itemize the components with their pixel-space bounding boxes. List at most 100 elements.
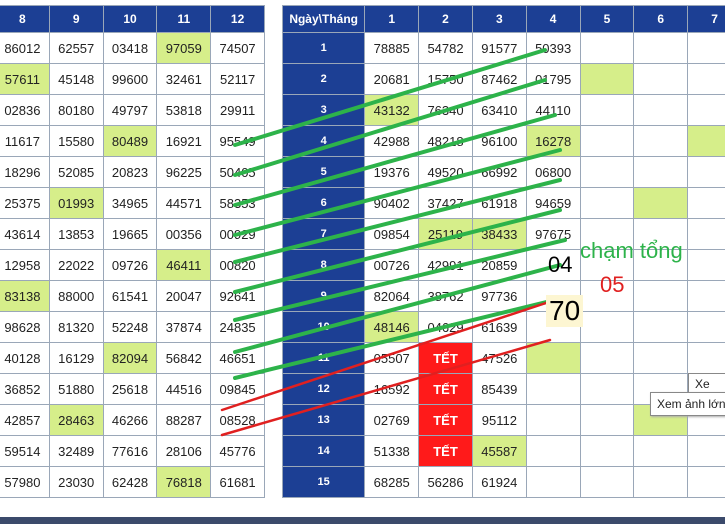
day-cell: 15 (281, 466, 366, 498)
result-cell: 51880 (48, 373, 104, 405)
result-cell: 76340 (418, 94, 473, 126)
result-cell: 16592 (364, 373, 420, 405)
result-cell: 08528 (210, 404, 265, 436)
result-cell: 13853 (48, 218, 104, 250)
tooltip-view-large: Xem ảnh lớn (650, 392, 725, 416)
result-cell (579, 249, 635, 281)
table-row: 98628 81320 52248 37874 24835 (0, 311, 265, 343)
result-cell (525, 404, 581, 436)
col-header: 4 (525, 5, 581, 33)
col-header: 2 (418, 5, 473, 33)
result-cell: 88287 (156, 404, 212, 436)
annotation-stroke (233, 148, 562, 237)
result-cell: 03418 (102, 32, 158, 64)
result-cell: 16129 (48, 342, 104, 374)
result-cell: 42857 (0, 404, 50, 436)
result-cell (687, 63, 725, 95)
result-cell (633, 342, 689, 374)
result-cell: 28106 (156, 435, 212, 467)
result-cell: 44110 (525, 94, 581, 126)
result-cell: 95112 (471, 404, 527, 436)
result-cell: 82094 (102, 342, 158, 374)
annotation-stroke (233, 208, 562, 294)
result-cell (687, 311, 725, 343)
table-row: 14 51338 TẾT 45587 (281, 435, 725, 467)
col-header: 12 (210, 5, 265, 33)
annotation-04: 04 (548, 252, 573, 277)
table-row: 4361413853196650035600929 (0, 218, 265, 250)
result-cell: 52248 (102, 311, 158, 343)
result-cell: 96225 (156, 156, 212, 188)
result-cell: 61541 (102, 280, 158, 312)
result-cell: 52085 (48, 156, 104, 188)
result-cell (525, 342, 581, 374)
col-header-day-month: Ngày\Tháng (281, 5, 366, 33)
annotation-stroke (220, 298, 557, 412)
annotation-stroke (233, 78, 547, 177)
table-row: 5 19376 49520 66992 06800 (281, 156, 725, 188)
result-cell: 01993 (48, 187, 104, 219)
col-header: 5 (579, 5, 635, 33)
result-cell: 83138 (0, 280, 50, 312)
result-cell: 01795 (525, 63, 581, 95)
col-header: 6 (633, 5, 689, 33)
result-cell (579, 342, 635, 374)
result-cell (687, 125, 725, 157)
result-cell: 62428 (102, 466, 158, 498)
result-cell: 97675 (525, 218, 581, 250)
result-cell: 62557 (48, 32, 104, 64)
result-cell: TẾT (418, 373, 473, 405)
result-cell: 47526 (471, 342, 527, 374)
col-header: 11 (156, 5, 212, 33)
result-cell (579, 466, 635, 498)
result-cell: 22022 (48, 249, 104, 281)
day-cell: 12 (281, 373, 366, 405)
result-cell: 50405 (210, 156, 265, 188)
result-cell: 18296 (0, 156, 50, 188)
annotation-stroke (233, 238, 567, 322)
result-cell: TẾT (418, 342, 473, 374)
result-cell: 76818 (156, 466, 212, 498)
result-cell: 88000 (48, 280, 104, 312)
annotation-cham-tong: chạm tổng (580, 238, 683, 263)
annotation-stroke (233, 178, 562, 264)
result-cell: 78885 (364, 32, 420, 64)
right-header-row: Ngày\Tháng 1 2 3 4 5 6 7 (281, 5, 725, 33)
result-cell: 46411 (156, 249, 212, 281)
table-row: 57611 45148 99600 32461 52117 (0, 63, 265, 95)
left-header-row: 8 9 10 11 12 (0, 5, 265, 33)
annotation-stroke (220, 338, 552, 437)
result-cell: 57611 (0, 63, 50, 95)
result-cell: 12958 (0, 249, 50, 281)
result-cell (579, 32, 635, 64)
table-row: 15 68285 56286 61924 (281, 466, 725, 498)
annotation-stroke (233, 113, 557, 207)
table-row: 1105507TẾT47526 (281, 342, 725, 374)
result-cell: 68285 (364, 466, 420, 498)
result-cell: 57980 (0, 466, 50, 498)
result-cell: 97059 (156, 32, 212, 64)
result-cell: 46266 (102, 404, 158, 436)
result-cell: 45587 (471, 435, 527, 467)
result-cell (687, 94, 725, 126)
day-cell: 3 (281, 94, 366, 126)
table-row: 02836 80180 49797 53818 29911 (0, 94, 265, 126)
result-cell: 74507 (210, 32, 265, 64)
result-cell (579, 311, 635, 343)
col-header: 7 (687, 5, 725, 33)
result-cell: 56842 (156, 342, 212, 374)
result-cell (687, 218, 725, 250)
annotation-70: 70 (546, 295, 584, 327)
result-cell: 36852 (0, 373, 50, 405)
result-cell: 40128 (0, 342, 50, 374)
day-cell: 1 (281, 32, 366, 64)
result-cell: 51338 (364, 435, 420, 467)
result-cell: TẾT (418, 404, 473, 436)
col-header: 10 (102, 5, 158, 33)
result-cell: 61681 (210, 466, 265, 498)
annotation-stroke (233, 263, 562, 354)
annotation-stroke (233, 298, 557, 380)
table-row: 86012 62557 03418 97059 74507 (0, 32, 265, 64)
table-row: 18296 52085 20823 96225 50405 (0, 156, 265, 188)
